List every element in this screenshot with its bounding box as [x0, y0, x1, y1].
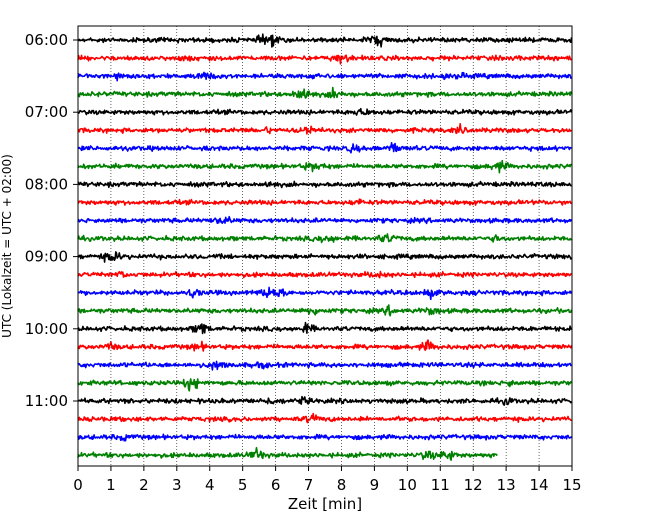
- trace-12: [77, 233, 573, 244]
- trace-20: [77, 378, 573, 392]
- x-tick-label: 0: [73, 476, 83, 494]
- trace-23: [77, 433, 573, 442]
- x-tick-label: 5: [238, 476, 248, 494]
- x-tick-label: 1: [106, 476, 116, 494]
- trace-7: [77, 142, 572, 154]
- trace-4: [77, 86, 573, 99]
- x-tick-label: 2: [139, 476, 149, 494]
- y-ticks: 06:00 07:00 08:00 09:00 10:00 11:00: [25, 31, 78, 410]
- trace-8: [77, 159, 572, 174]
- x-tick-label: 6: [271, 476, 281, 494]
- trace-14: [77, 270, 572, 279]
- y-axis-label: UTC (Lokalzeit = UTC + 02:00): [0, 154, 14, 338]
- y-tick-label: 07:00: [25, 103, 68, 121]
- x-tick-label: 12: [464, 476, 483, 494]
- trace-6: [77, 122, 572, 135]
- y-tick-label: 06:00: [25, 31, 68, 49]
- grid-layer: [110, 26, 540, 466]
- plot-frame: [77, 25, 573, 467]
- x-tick-label: 8: [337, 476, 347, 494]
- trace-13: [77, 251, 573, 263]
- x-tick-label: 3: [172, 476, 182, 494]
- y-tick-label: 10:00: [25, 320, 68, 338]
- x-tick-label: 10: [398, 476, 417, 494]
- trace-5: [77, 107, 573, 116]
- trace-9: [77, 180, 572, 189]
- trace-11: [77, 215, 573, 225]
- trace-3: [77, 71, 572, 82]
- trace-19: [77, 360, 572, 371]
- trace-2: [77, 54, 573, 65]
- y-tick-label: 09:00: [25, 248, 68, 266]
- trace-15: [77, 286, 573, 301]
- x-tick-label: 15: [562, 476, 581, 494]
- x-tick-label: 7: [304, 476, 314, 494]
- trace-21: [77, 395, 573, 406]
- x-tick-label: 9: [370, 476, 380, 494]
- x-tick-label: 13: [497, 476, 516, 494]
- trace-10: [77, 198, 573, 206]
- x-tick-label: 11: [431, 476, 450, 494]
- x-axis-label: Zeit [min]: [288, 495, 362, 513]
- trace-18: [77, 339, 573, 352]
- traces-layer: [77, 33, 573, 461]
- trace-22: [77, 412, 572, 424]
- y-tick-label: 11:00: [25, 392, 68, 410]
- trace-24: [77, 446, 498, 461]
- y-tick-label: 08:00: [25, 175, 68, 193]
- x-tick-label: 4: [205, 476, 215, 494]
- x-tick-label: 14: [530, 476, 549, 494]
- trace-1: [77, 33, 573, 48]
- x-ticks: 0 1 2 3 4 5 6 7 8 9 10 11 12 13 14 15: [73, 466, 582, 494]
- trace-17: [77, 321, 573, 335]
- trace-16: [77, 304, 573, 317]
